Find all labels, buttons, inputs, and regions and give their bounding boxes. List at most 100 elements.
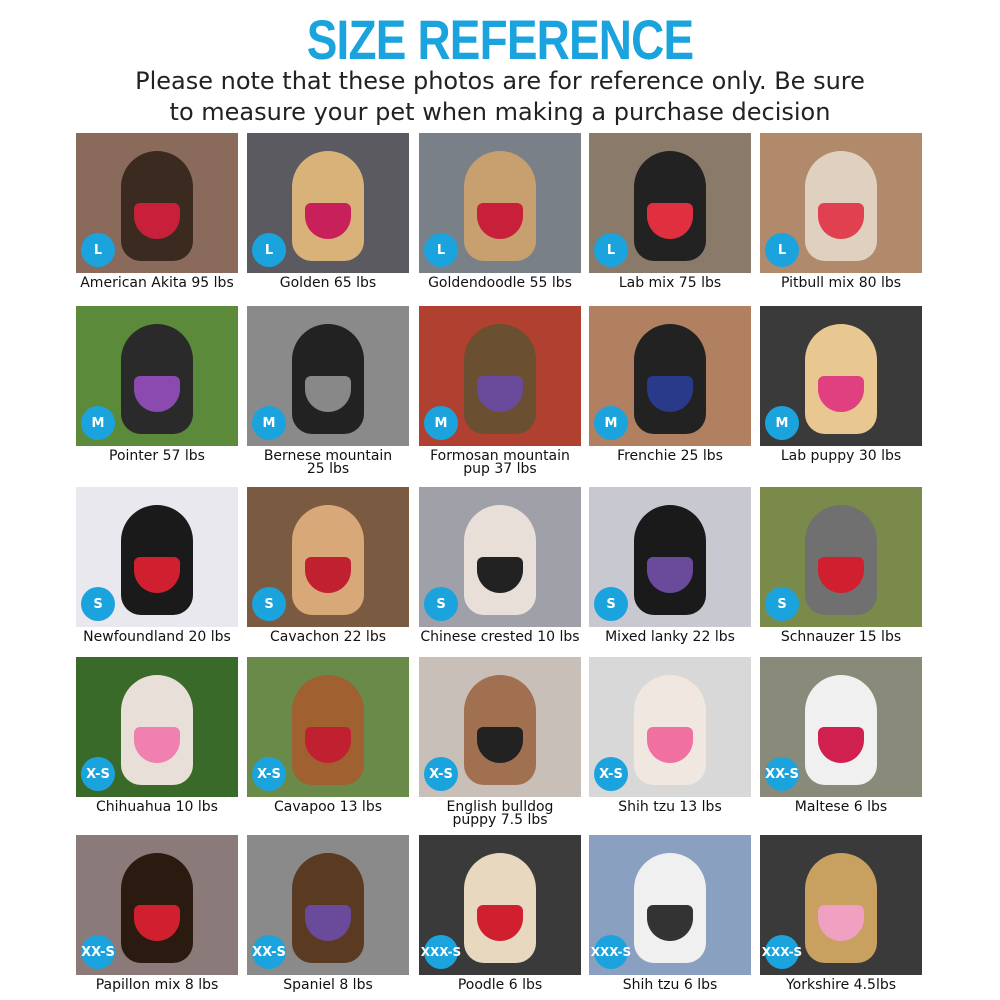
size-badge: XXX-S: [421, 935, 461, 969]
dog-reference-card: M Lab puppy 30 lbs: [760, 306, 922, 463]
disclaimer-line-2: to measure your pet when making a purcha…: [169, 98, 831, 126]
dog-caption: Chinese crested 10 lbs: [420, 629, 580, 645]
size-badge: X-S: [594, 757, 628, 791]
dog-photo: XX-S: [76, 835, 238, 975]
size-badge: S: [765, 587, 799, 621]
harness-figure: [134, 557, 180, 593]
dog-photo: L: [419, 133, 581, 273]
dog-caption: Spaniel 8 lbs: [283, 977, 373, 993]
size-badge: X-S: [81, 757, 115, 791]
dog-photo: L: [247, 133, 409, 273]
size-badge: S: [252, 587, 286, 621]
dog-photo: XXX-S: [760, 835, 922, 975]
harness-figure: [647, 727, 693, 763]
size-badge: L: [765, 233, 799, 267]
dog-photo: XX-S: [760, 657, 922, 797]
size-badge: M: [424, 406, 458, 440]
dog-photo: S: [589, 487, 751, 627]
dog-reference-card: X-S English bulldog puppy 7.5 lbs: [419, 657, 581, 827]
dog-caption: Lab puppy 30 lbs: [780, 448, 902, 464]
size-badge: L: [252, 233, 286, 267]
dog-photo: XX-S: [247, 835, 409, 975]
dog-caption: Mixed lanky 22 lbs: [605, 629, 735, 645]
size-badge: S: [424, 587, 458, 621]
harness-figure: [134, 905, 180, 941]
harness-figure: [134, 376, 180, 412]
size-badge: S: [594, 587, 628, 621]
dog-caption: English bulldog puppy 7.5 lbs: [446, 799, 554, 828]
dog-photo: L: [760, 133, 922, 273]
dog-reference-card: S Schnauzer 15 lbs: [760, 487, 922, 644]
dog-caption: Frenchie 25 lbs: [617, 448, 723, 464]
harness-figure: [305, 203, 351, 239]
size-badge: M: [765, 406, 799, 440]
dog-reference-card: X-S Cavapoo 13 lbs: [247, 657, 409, 814]
dog-reference-card: S Chinese crested 10 lbs: [419, 487, 581, 644]
dog-reference-card: L Lab mix 75 lbs: [589, 133, 751, 290]
size-badge: XX-S: [252, 935, 286, 969]
dog-photo: M: [76, 306, 238, 446]
dog-reference-card: XX-S Maltese 6 lbs: [760, 657, 922, 814]
harness-figure: [305, 905, 351, 941]
dog-photo: S: [247, 487, 409, 627]
harness-figure: [477, 905, 523, 941]
dog-reference-card: M Bernese mountain 25 lbs: [247, 306, 409, 476]
harness-figure: [647, 376, 693, 412]
dog-reference-card: M Frenchie 25 lbs: [589, 306, 751, 463]
dog-photo: M: [760, 306, 922, 446]
dog-caption: Goldendoodle 55 lbs: [428, 275, 572, 291]
dog-photo: S: [419, 487, 581, 627]
dog-caption: Maltese 6 lbs: [794, 799, 888, 815]
dog-caption: Schnauzer 15 lbs: [780, 629, 902, 645]
dog-photo: M: [247, 306, 409, 446]
harness-figure: [818, 203, 864, 239]
dog-caption: Chihuahua 10 lbs: [96, 799, 218, 815]
size-badge: M: [252, 406, 286, 440]
dog-reference-card: XXX-S Poodle 6 lbs: [419, 835, 581, 992]
size-badge: M: [81, 406, 115, 440]
harness-figure: [818, 727, 864, 763]
harness-figure: [134, 727, 180, 763]
dog-reference-card: X-S Chihuahua 10 lbs: [76, 657, 238, 814]
dog-photo: M: [419, 306, 581, 446]
dog-caption: Cavapoo 13 lbs: [273, 799, 383, 815]
dog-reference-card: M Pointer 57 lbs: [76, 306, 238, 463]
size-badge: S: [81, 587, 115, 621]
dog-reference-card: M Formosan mountain pup 37 lbs: [419, 306, 581, 476]
dog-photo: X-S: [589, 657, 751, 797]
harness-figure: [818, 557, 864, 593]
harness-figure: [818, 905, 864, 941]
dog-photo: X-S: [76, 657, 238, 797]
dog-reference-card: XX-S Papillon mix 8 lbs: [76, 835, 238, 992]
dog-reference-card: L Pitbull mix 80 lbs: [760, 133, 922, 290]
dog-reference-card: L Golden 65 lbs: [247, 133, 409, 290]
harness-figure: [477, 376, 523, 412]
dog-caption: Bernese mountain 25 lbs: [263, 448, 393, 477]
dog-caption: Shih tzu 13 lbs: [618, 799, 722, 815]
dog-reference-card: L American Akita 95 lbs: [76, 133, 238, 290]
disclaimer-line-1: Please note that these photos are for re…: [135, 67, 865, 95]
dog-caption: Lab mix 75 lbs: [618, 275, 722, 291]
size-badge: L: [81, 233, 115, 267]
dog-caption: Poodle 6 lbs: [457, 977, 543, 993]
dog-photo: L: [76, 133, 238, 273]
page-title: SIZE REFERENCE: [306, 8, 694, 71]
dog-photo: X-S: [419, 657, 581, 797]
dog-caption: Golden 65 lbs: [279, 275, 377, 291]
dog-reference-card: XX-S Spaniel 8 lbs: [247, 835, 409, 992]
dog-photo: M: [589, 306, 751, 446]
size-badge: X-S: [252, 757, 286, 791]
dog-photo: S: [760, 487, 922, 627]
size-badge: XX-S: [765, 757, 799, 791]
harness-figure: [647, 557, 693, 593]
dog-reference-card: XXX-S Yorkshire 4.5lbs: [760, 835, 922, 992]
dog-caption: American Akita 95 lbs: [80, 275, 234, 291]
dog-reference-card: S Newfoundland 20 lbs: [76, 487, 238, 644]
dog-reference-card: X-S Shih tzu 13 lbs: [589, 657, 751, 814]
size-badge: X-S: [424, 757, 458, 791]
harness-figure: [305, 376, 351, 412]
size-badge: XXX-S: [762, 935, 802, 969]
dog-photo: L: [589, 133, 751, 273]
dog-caption: Shih tzu 6 lbs: [622, 977, 718, 993]
dog-photo: X-S: [247, 657, 409, 797]
